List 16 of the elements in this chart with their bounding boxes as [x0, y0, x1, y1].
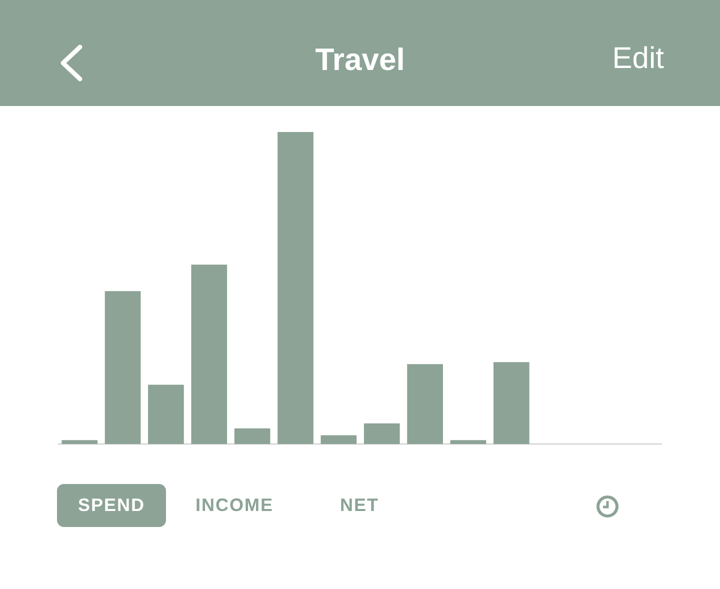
bar: [148, 384, 184, 444]
bar: [450, 440, 486, 444]
text: INCOME: [194, 494, 274, 517]
text: SPEND: [57, 484, 166, 527]
bar: [320, 435, 357, 444]
bar: [191, 264, 228, 444]
bar: [62, 440, 98, 444]
bar: [234, 428, 270, 444]
bar: [364, 423, 400, 444]
bar: [407, 364, 443, 444]
bar: [104, 291, 141, 444]
text: NET: [339, 494, 380, 517]
text: Edit: [612, 42, 664, 76]
chart-title: Travel: [314, 42, 406, 78]
bar: [493, 362, 530, 444]
bar: [278, 132, 314, 444]
